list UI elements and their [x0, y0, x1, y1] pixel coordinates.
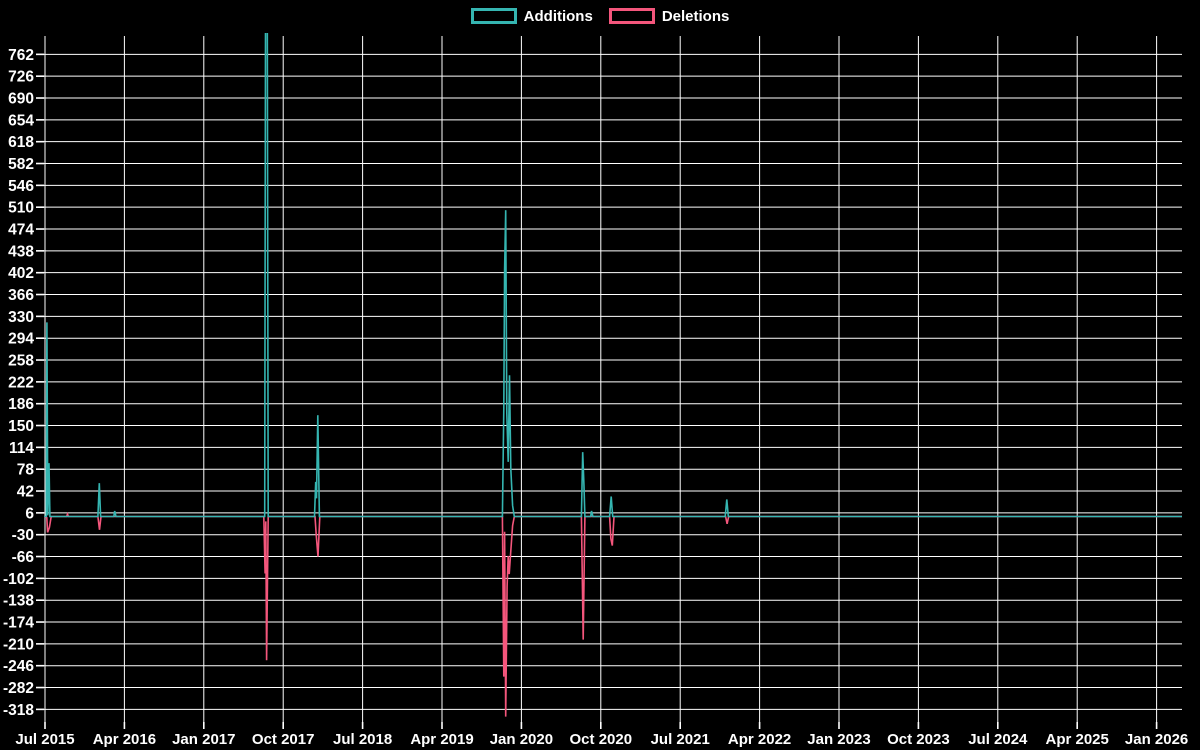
legend-label-additions: Additions: [523, 7, 593, 25]
y-tick-label: 114: [9, 440, 34, 457]
y-tick-label: 330: [8, 309, 34, 326]
y-tick-label: -174: [3, 615, 34, 632]
x-tick-label: Jan 2017: [172, 731, 235, 748]
y-tick-label: 186: [8, 396, 34, 413]
x-tick-label: Apr 2016: [93, 731, 156, 748]
y-tick-label: -30: [12, 527, 34, 544]
x-tick-label: Jul 2021: [651, 731, 710, 748]
y-tick-label: -318: [3, 702, 34, 719]
y-tick-label: 474: [8, 222, 34, 239]
x-tick-label: Oct 2023: [887, 731, 950, 748]
x-tick-label: Jul 2018: [333, 731, 392, 748]
y-tick-label: 42: [17, 484, 34, 501]
additions-swatch-icon: [470, 8, 517, 24]
deletions-swatch-icon: [608, 8, 655, 24]
deletions-line: [44, 511, 1182, 717]
legend-item-additions[interactable]: Additions: [470, 7, 593, 25]
y-tick-label: 78: [17, 462, 35, 479]
y-tick-label: 294: [8, 331, 34, 348]
legend-item-deletions[interactable]: Deletions: [608, 7, 730, 25]
x-tick-label: Jan 2023: [807, 731, 870, 748]
y-tick-label: -102: [3, 571, 34, 588]
y-tick-label: 222: [8, 374, 34, 391]
legend-label-deletions: Deletions: [661, 7, 730, 25]
y-tick-label: -66: [12, 549, 35, 566]
y-tick-label: 654: [8, 112, 34, 129]
chart-legend: Additions Deletions: [0, 8, 1200, 24]
x-tick-label: Jul 2024: [968, 731, 1028, 748]
y-tick-label: 366: [8, 287, 34, 304]
y-tick-label: 402: [8, 265, 34, 282]
x-tick-label: Oct 2020: [570, 731, 633, 748]
y-tick-label: -138: [3, 593, 34, 610]
x-tick-label: Apr 2019: [410, 731, 473, 748]
y-tick-label: 150: [8, 418, 34, 435]
y-tick-label: 258: [8, 353, 34, 370]
x-tick-label: Apr 2025: [1046, 731, 1109, 748]
y-tick-label: -210: [3, 636, 34, 653]
y-tick-label: 726: [8, 69, 34, 86]
x-tick-label: Oct 2017: [252, 731, 315, 748]
y-tick-label: 438: [8, 243, 34, 260]
x-tick-label: Apr 2022: [728, 731, 791, 748]
y-tick-label: 618: [8, 134, 34, 151]
x-tick-label: Jan 2026: [1125, 731, 1188, 748]
y-tick-label: 546: [8, 178, 34, 195]
y-tick-label: 582: [8, 156, 34, 173]
y-tick-label: -282: [3, 680, 34, 697]
x-tick-label: Jul 2015: [15, 731, 74, 748]
y-tick-label: 510: [8, 200, 34, 217]
y-tick-label: 762: [8, 47, 34, 64]
y-tick-label: 690: [8, 91, 34, 108]
additions-line: [44, 33, 1182, 518]
y-tick-label: 6: [25, 505, 34, 522]
x-tick-label: Jan 2020: [490, 731, 553, 748]
y-tick-label: -246: [3, 658, 34, 675]
